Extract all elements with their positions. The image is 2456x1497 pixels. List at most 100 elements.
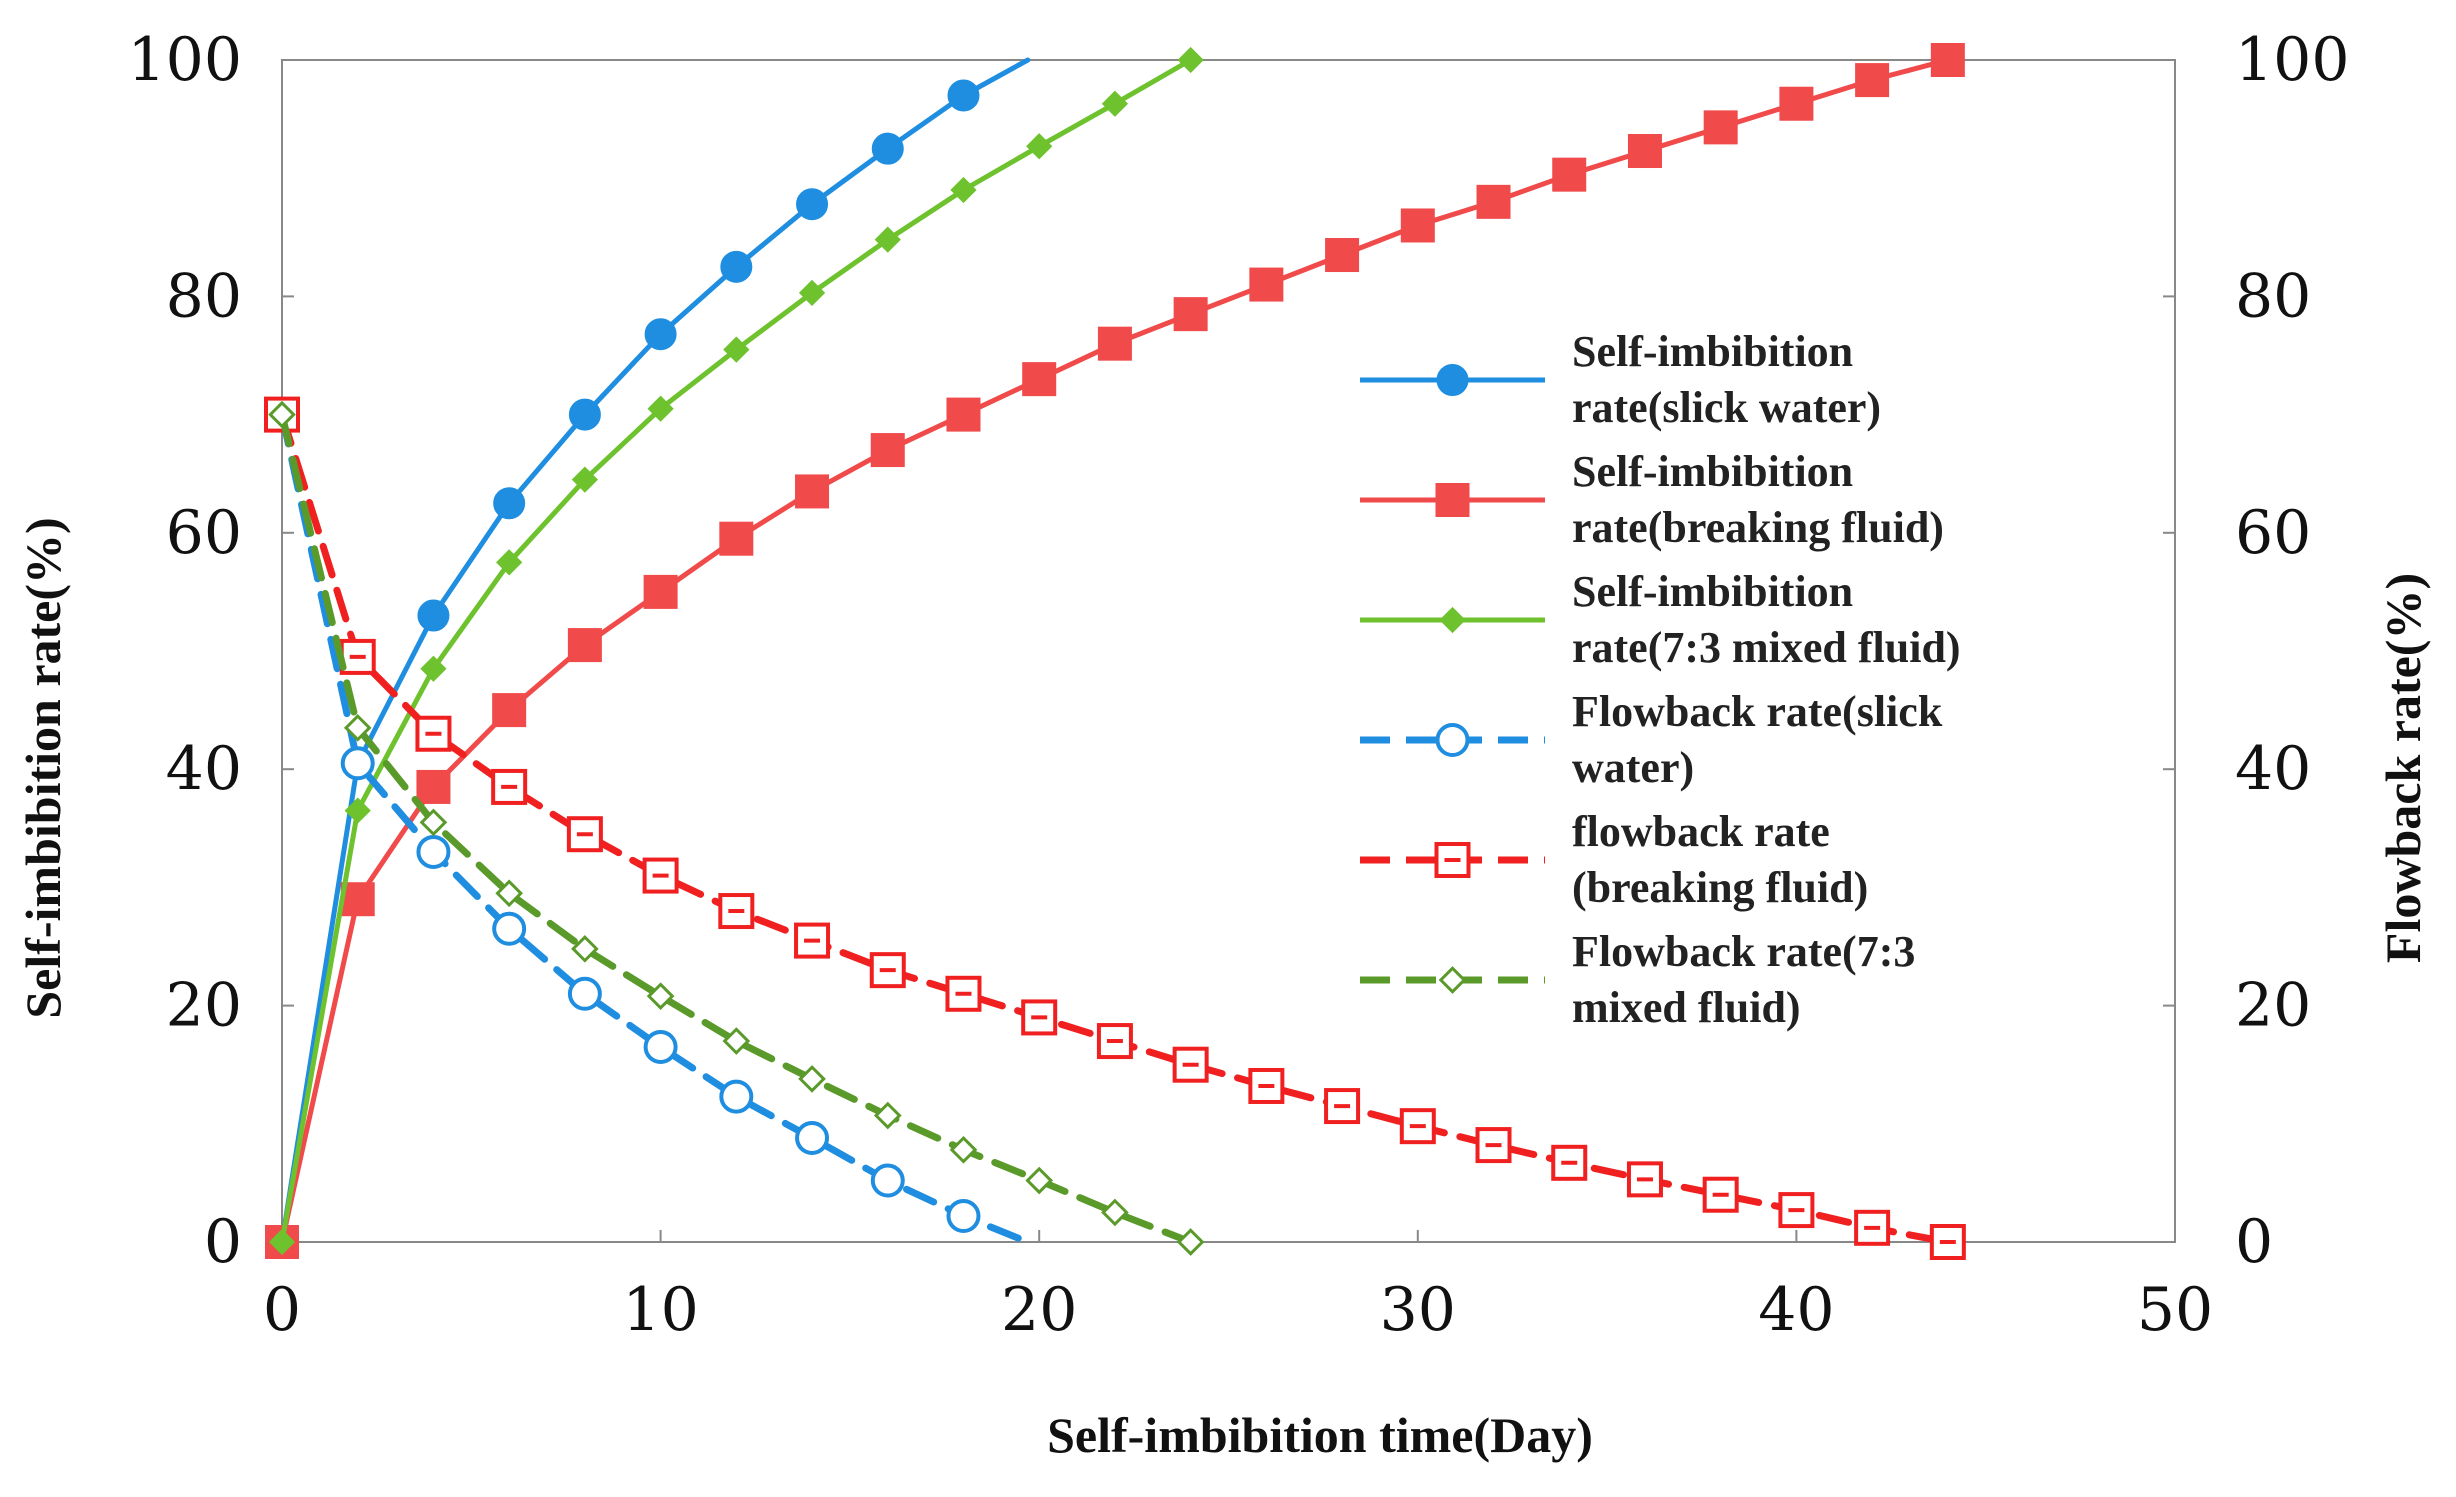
data-point bbox=[416, 834, 451, 869]
data-point bbox=[1176, 1228, 1205, 1256]
y2-tick-label: 0 bbox=[2235, 1207, 2273, 1277]
data-point bbox=[870, 1163, 905, 1198]
legend-label: Flowback rate(7:3 bbox=[1572, 927, 1915, 976]
data-point bbox=[798, 279, 826, 306]
data-point bbox=[571, 466, 598, 493]
legend-label: Flowback rate(slick bbox=[1572, 687, 1943, 736]
data-point bbox=[1400, 208, 1435, 243]
data-point bbox=[1173, 297, 1208, 332]
legend-label: Self-imbibition bbox=[1572, 567, 1853, 616]
data-point bbox=[1022, 362, 1057, 397]
legend-entry-0: Self-imbibition rate(slick water) bbox=[1360, 327, 1881, 432]
x-tick-label: 30 bbox=[1380, 1275, 1456, 1345]
legend-entry-1: Self-imbibition rate(breaking fluid) bbox=[1360, 447, 1944, 552]
data-point bbox=[268, 1228, 296, 1256]
legend-label: Self-imbibition bbox=[1572, 447, 1853, 496]
legend-entry-4: flowback rate (breaking fluid) bbox=[1360, 807, 1868, 912]
data-point bbox=[1101, 1198, 1129, 1227]
data-point bbox=[344, 797, 371, 824]
data-point bbox=[493, 487, 526, 520]
x-tick-label: 40 bbox=[1758, 1275, 1834, 1345]
data-point bbox=[1325, 238, 1360, 273]
y2-tick-label: 60 bbox=[2235, 498, 2311, 568]
legend-label: Self-imbibition bbox=[1572, 327, 1853, 376]
legend-marker bbox=[1435, 483, 1470, 517]
data-point bbox=[795, 1120, 830, 1155]
data-point bbox=[1703, 110, 1738, 145]
y-tick-label: 40 bbox=[166, 734, 242, 804]
data-point bbox=[644, 318, 677, 351]
legend-marker bbox=[1436, 364, 1469, 396]
y-axis-right-title: Flowback rate(%) bbox=[2375, 573, 2431, 963]
legend-label: (breaking fluid) bbox=[1572, 863, 1868, 912]
data-point bbox=[1476, 184, 1511, 219]
data-point bbox=[567, 976, 602, 1011]
series-4 bbox=[264, 396, 1966, 1260]
data-point bbox=[720, 250, 753, 283]
data-point bbox=[268, 400, 296, 429]
series-1 bbox=[265, 43, 1965, 1259]
data-point bbox=[1929, 1224, 1966, 1260]
data-point bbox=[947, 79, 980, 112]
series-group bbox=[264, 43, 1966, 1260]
data-point bbox=[722, 1027, 751, 1055]
series-5 bbox=[268, 400, 1205, 1256]
x-tick-label: 50 bbox=[2137, 1275, 2213, 1345]
data-point bbox=[950, 176, 977, 204]
data-point bbox=[566, 816, 603, 853]
legend-marker bbox=[1435, 723, 1470, 757]
data-point bbox=[1177, 46, 1204, 74]
data-point bbox=[874, 226, 901, 253]
y-tick-label: 80 bbox=[166, 261, 242, 331]
data-point bbox=[1249, 267, 1284, 302]
data-point bbox=[1779, 86, 1814, 121]
data-point bbox=[340, 746, 375, 781]
legend-entry-5: Flowback rate(7:3 mixed fluid) bbox=[1360, 927, 1915, 1032]
data-point bbox=[1552, 157, 1587, 192]
data-point bbox=[420, 655, 447, 682]
series-line bbox=[278, 411, 1032, 1246]
y2-tick-label: 40 bbox=[2235, 734, 2311, 804]
y-tick-label: 0 bbox=[204, 1207, 242, 1277]
data-point bbox=[871, 132, 904, 165]
x-tick-label: 0 bbox=[263, 1275, 301, 1345]
data-point bbox=[1101, 90, 1129, 117]
data-point bbox=[1930, 43, 1965, 77]
data-point bbox=[419, 808, 448, 837]
data-point bbox=[568, 398, 601, 431]
data-point bbox=[643, 574, 678, 609]
y2-tick-label: 100 bbox=[2235, 25, 2350, 95]
data-point bbox=[795, 474, 830, 509]
legend-marker bbox=[1438, 966, 1467, 994]
data-point bbox=[492, 911, 527, 946]
data-point bbox=[647, 395, 674, 422]
data-point bbox=[1324, 1088, 1361, 1125]
data-point bbox=[567, 628, 602, 663]
data-point bbox=[946, 397, 981, 432]
data-point bbox=[870, 433, 905, 468]
data-point bbox=[646, 982, 675, 1010]
series-2 bbox=[268, 46, 1204, 1256]
data-point bbox=[723, 336, 750, 363]
data-point bbox=[798, 1065, 826, 1093]
series-3 bbox=[265, 397, 1032, 1246]
data-point bbox=[1026, 133, 1053, 160]
y2-tick-label: 80 bbox=[2235, 261, 2311, 331]
x-tick-label: 20 bbox=[1001, 1275, 1077, 1345]
y-tick-label: 100 bbox=[127, 25, 242, 95]
data-point bbox=[417, 599, 450, 632]
data-point bbox=[949, 1135, 978, 1164]
legend-label: flowback rate bbox=[1572, 807, 1830, 856]
x-axis-title: Self-imbibition time(Day) bbox=[1047, 1407, 1593, 1463]
data-point bbox=[496, 549, 523, 576]
legend-entry-3: Flowback rate(slick water) bbox=[1360, 687, 1943, 792]
data-point bbox=[492, 693, 527, 728]
tick-labels: 0 10 20 30 40 50 0 20 40 60 80 100 0 20 40 60 80 100 bbox=[127, 25, 2349, 1345]
data-point bbox=[340, 882, 375, 917]
data-point bbox=[946, 1198, 981, 1233]
legend-marker bbox=[1439, 606, 1466, 634]
legend-label: mixed fluid) bbox=[1572, 983, 1801, 1032]
legend-label: water) bbox=[1572, 743, 1694, 792]
data-point bbox=[495, 879, 523, 908]
